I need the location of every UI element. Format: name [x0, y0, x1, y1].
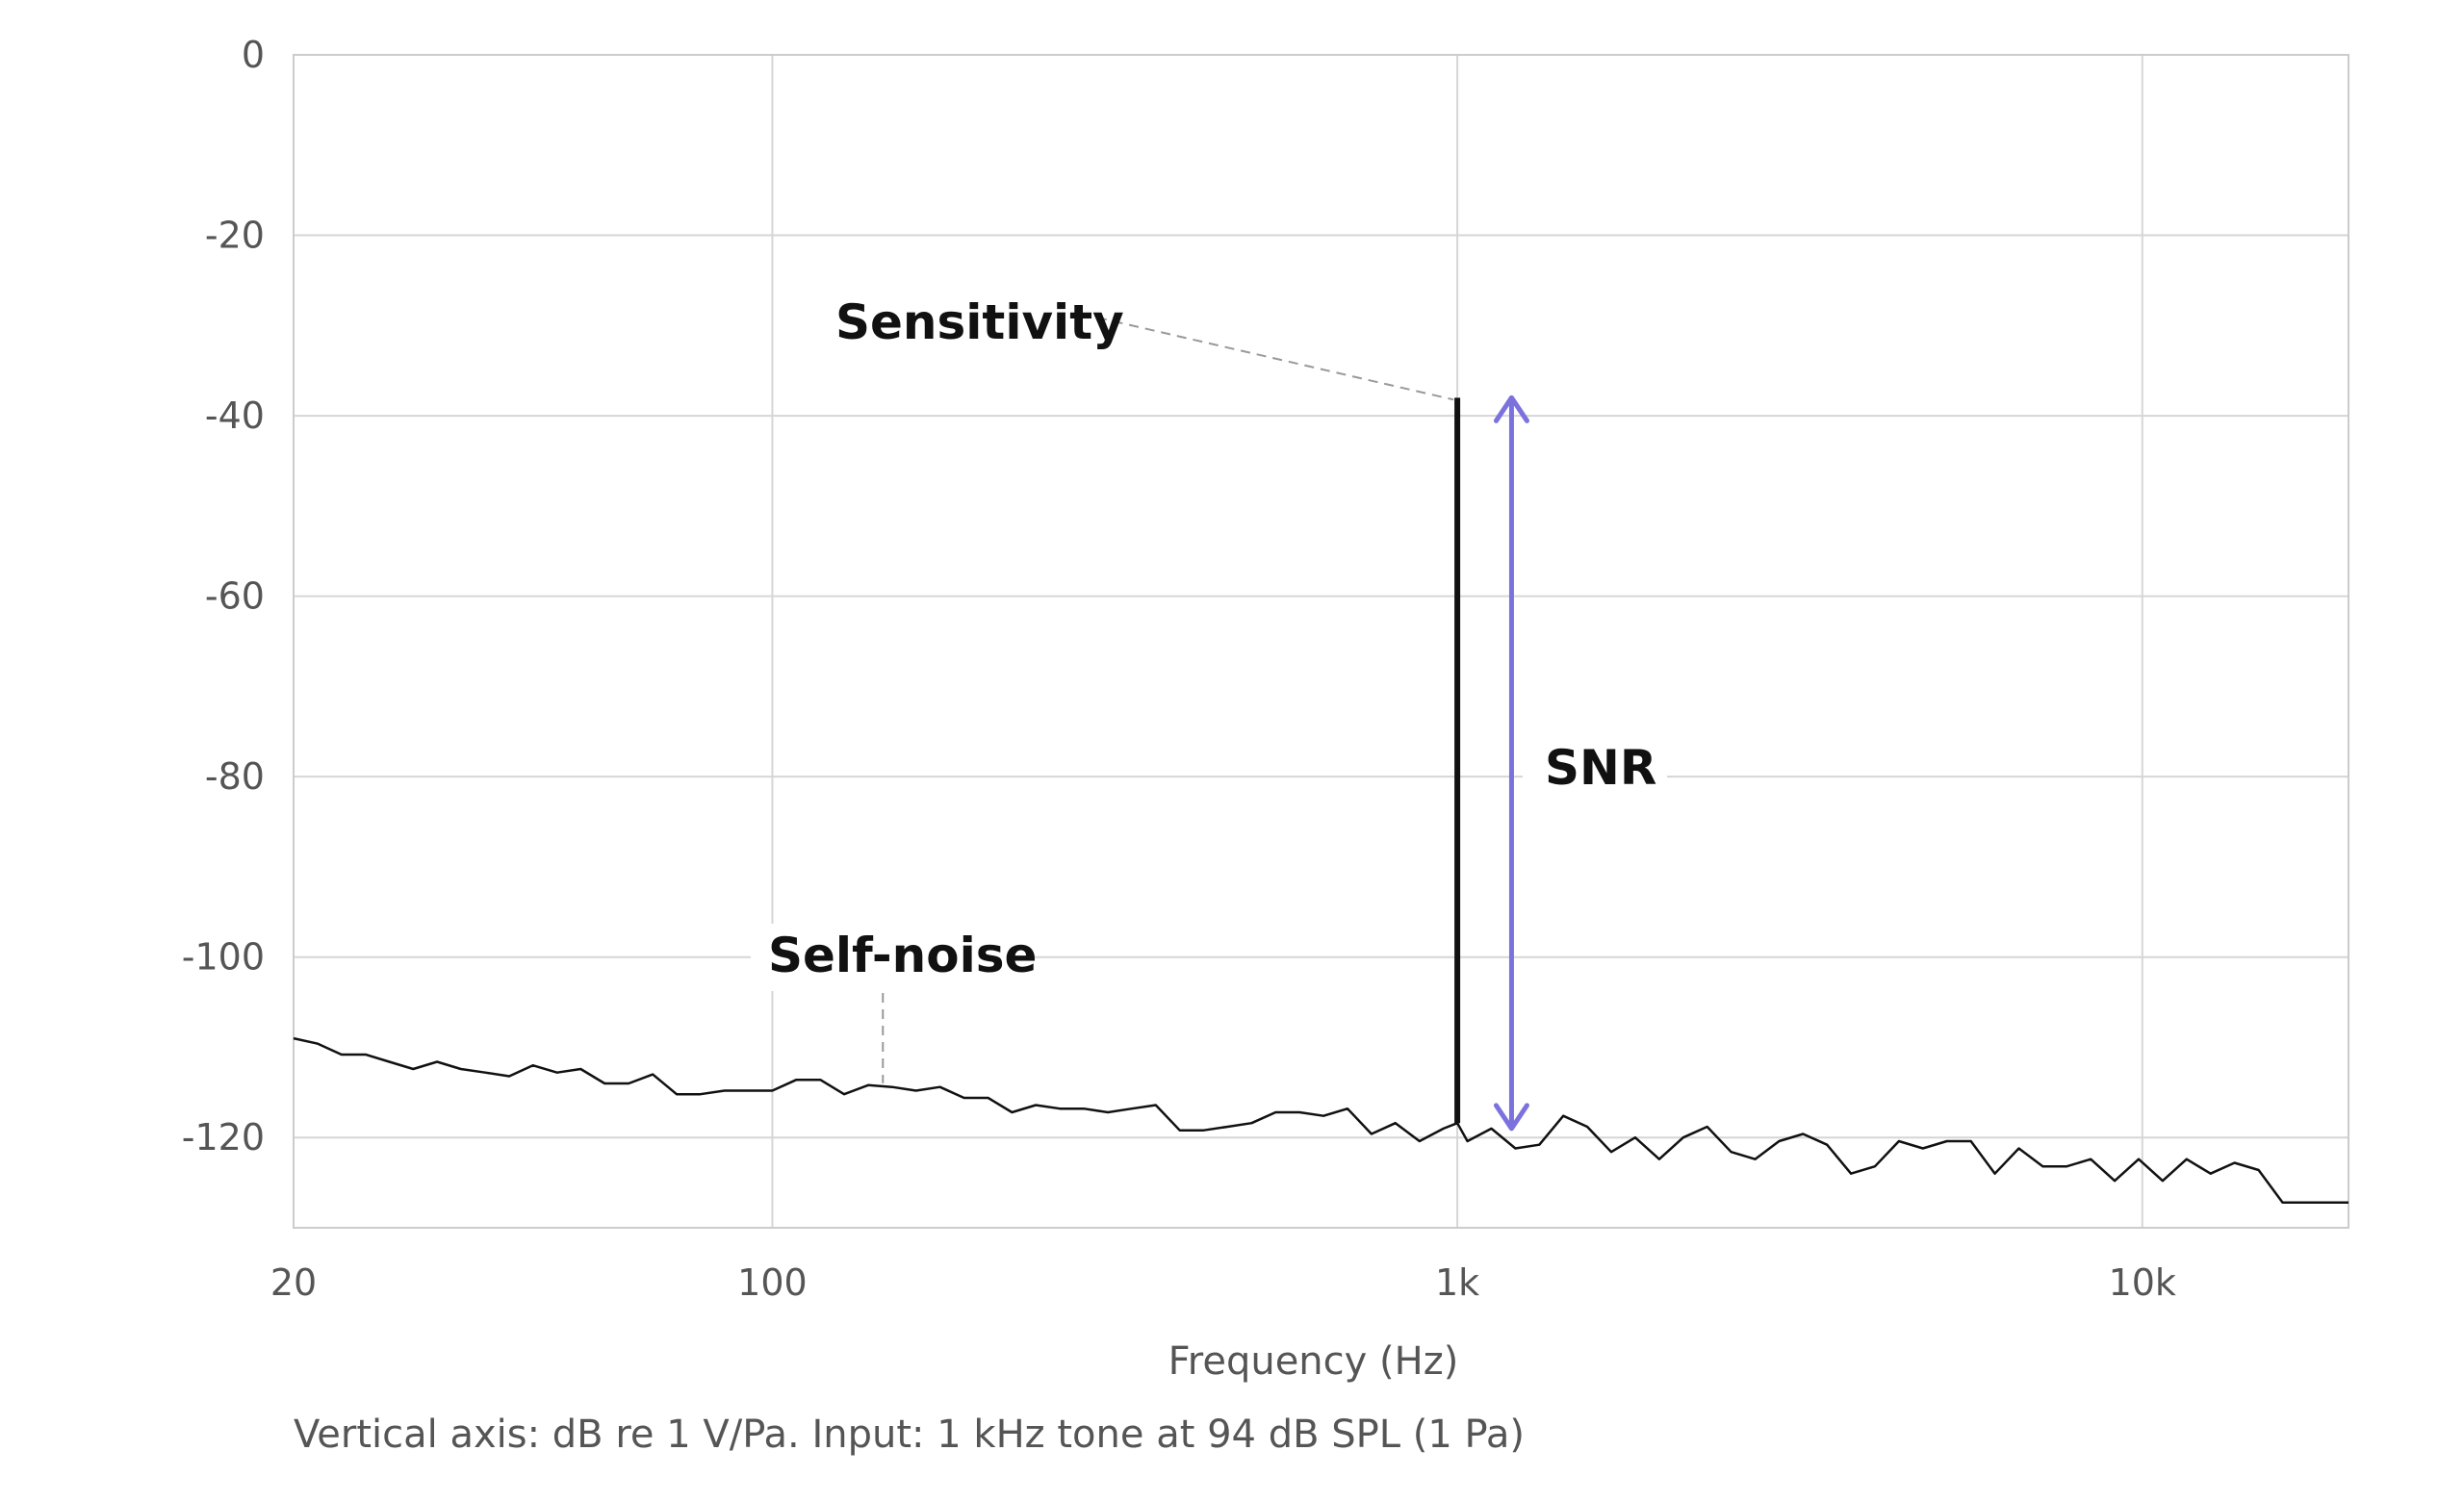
- self-noise-series-line: [293, 1036, 2348, 1204]
- x-axis-title: Frequency (Hz): [1168, 1339, 1459, 1384]
- y-tick-label: -100: [182, 936, 265, 979]
- y-tick-label: -120: [182, 1116, 265, 1158]
- self-noise-annotation: Self-noise: [768, 928, 1037, 983]
- snr-label-background: [1523, 736, 1667, 802]
- x-tick-label: 10k: [2109, 1261, 2176, 1304]
- y-tick-label: 0: [242, 34, 265, 76]
- snr-arrow-head-bottom: [1493, 1103, 1529, 1132]
- snr-arrow: [1493, 395, 1529, 1132]
- sensitivity-annotation: Sensitivity: [835, 294, 1124, 350]
- y-tick-labels: 0 -20 -40 -60 -80 -100 -120: [182, 34, 265, 1158]
- axis-note: Vertical axis: dB re 1 V/Pa. Input: 1 kH…: [294, 1413, 1525, 1457]
- y-tick-label: -40: [205, 395, 265, 437]
- grid: [293, 54, 2348, 1228]
- y-tick-label: -60: [205, 575, 265, 618]
- x-tick-label: 1k: [1435, 1261, 1479, 1304]
- y-tick-label: -20: [205, 215, 265, 257]
- snr-annotation: SNR: [1545, 740, 1656, 796]
- x-tick-label: 20: [270, 1261, 317, 1304]
- plot-frame: [293, 54, 2349, 1229]
- sensitivity-leader-line: [1096, 317, 1454, 401]
- snr-arrow-head-top: [1493, 395, 1529, 423]
- x-tick-labels: 20 100 1k 10k: [270, 1261, 2176, 1304]
- y-tick-label: -80: [205, 755, 265, 798]
- x-tick-label: 100: [737, 1261, 808, 1304]
- self-noise-label-background: [751, 924, 1030, 991]
